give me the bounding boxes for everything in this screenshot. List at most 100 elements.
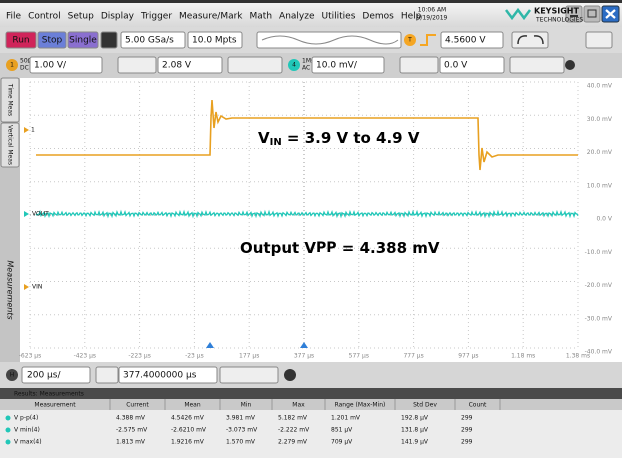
results-cell: -3.073 mV xyxy=(226,427,258,434)
channel-nav-buttons[interactable] xyxy=(509,56,565,74)
vout-trace xyxy=(35,209,579,219)
y-axis-label: 0.0 V xyxy=(596,216,612,223)
menu-item[interactable]: Analyze xyxy=(279,12,315,22)
y-axis-label: -20.0 mV xyxy=(585,282,613,289)
memory-field[interactable] xyxy=(187,31,243,49)
trace-marker-label: 1 xyxy=(31,127,35,134)
y-axis-label: -30.0 mV xyxy=(585,315,613,322)
trigger-badge-label: T xyxy=(407,37,412,44)
clock-date: 9/19/2019 xyxy=(417,15,448,22)
x-axis-label: 1.18 ms xyxy=(511,353,535,360)
results-cell: 1.813 mV xyxy=(116,439,146,446)
y-axis-label: 30.0 mV xyxy=(587,116,613,123)
sample-rate: 5.00 GSa/s xyxy=(125,36,174,46)
timebase-wave-buttons[interactable] xyxy=(95,366,119,384)
menu-item[interactable]: Setup xyxy=(68,12,94,22)
results-cell: 1.570 mV xyxy=(226,439,256,446)
undo-icon xyxy=(517,35,544,45)
timebase-bar xyxy=(0,362,622,388)
side-tab[interactable] xyxy=(0,77,20,123)
sample-rate-field[interactable] xyxy=(120,31,186,49)
menu-item[interactable]: Control xyxy=(28,12,61,22)
results-column-header: Range (Max-Min) xyxy=(335,402,386,409)
trigger-edge-icon xyxy=(420,34,436,46)
trigger-level-field[interactable] xyxy=(440,31,504,49)
vin-trace xyxy=(36,99,578,171)
results-cell: -2.575 mV xyxy=(116,427,148,434)
annotation-main: Output V xyxy=(240,239,316,257)
channel-waveform-buttons[interactable] xyxy=(399,56,439,74)
trigger-badge xyxy=(404,34,416,46)
timebase-badge-label: H xyxy=(10,372,15,379)
timebase-scale-field[interactable] xyxy=(21,366,91,384)
y-axis-label: 20.0 mV xyxy=(587,149,613,156)
channel-offset: 2.08 V xyxy=(162,61,192,71)
channel-nav-buttons[interactable] xyxy=(227,56,283,74)
annotation: VIN = 3.9 V to 4.9 V xyxy=(258,129,420,149)
menu-item[interactable]: Math xyxy=(250,12,273,22)
menu-item[interactable]: File xyxy=(6,12,22,22)
channel-impedance: 50Ω xyxy=(20,58,33,65)
results-body xyxy=(0,410,622,458)
channel-impedance: 1MΩ xyxy=(302,58,316,65)
annotation-rest: = 4.388 mV xyxy=(337,239,440,257)
results-cell: 709 µV xyxy=(331,439,353,446)
brand-sub: TECHNOLOGIES xyxy=(535,17,583,24)
annotation-subscript: IN xyxy=(270,137,282,148)
results-column-header: Max xyxy=(292,402,305,409)
results-column-header: Measurement xyxy=(34,402,76,409)
autoscale-button[interactable] xyxy=(100,31,118,49)
channel-offset-field[interactable] xyxy=(157,56,223,74)
results-cell: V min(4) xyxy=(14,427,40,434)
results-cell: 299 xyxy=(461,415,473,422)
channel-scale-field[interactable] xyxy=(29,56,103,74)
center-marker xyxy=(300,342,308,348)
results-column-header: Current xyxy=(126,402,149,409)
trigger-position-marker xyxy=(206,342,214,348)
single-button[interactable] xyxy=(67,31,99,49)
x-axis-label: 177 µs xyxy=(239,353,259,360)
menu-item[interactable]: Demos xyxy=(362,12,394,22)
results-cell: 1.9216 mV xyxy=(171,439,205,446)
zoom-button[interactable] xyxy=(284,369,296,381)
channel-waveform-buttons[interactable] xyxy=(117,56,157,74)
overview-trace xyxy=(261,35,399,45)
results-cell: V max(4) xyxy=(14,439,42,446)
channel-scale: 10.0 mV/ xyxy=(316,61,358,71)
timebase-position-field[interactable] xyxy=(118,366,218,384)
stop-button[interactable] xyxy=(37,31,67,49)
results-cell: 141.9 µV xyxy=(401,439,429,446)
results-cell: 299 xyxy=(461,439,473,446)
run-button[interactable] xyxy=(5,31,37,49)
channel-offset-field[interactable] xyxy=(439,56,505,74)
maximize-button[interactable] xyxy=(583,5,601,23)
menu-item[interactable]: Help xyxy=(401,12,422,22)
results-cell: 4.388 mV xyxy=(116,415,146,422)
y-axis-label: 10.0 mV xyxy=(587,182,613,189)
timebase-nav-buttons[interactable] xyxy=(219,366,279,384)
row-indicator xyxy=(5,427,11,433)
x-axis-label: -423 µs xyxy=(74,353,96,360)
trace-marker-label: VIN xyxy=(32,284,42,291)
trace-marker-arrow xyxy=(24,211,29,217)
trace-marker-arrow xyxy=(24,284,29,290)
waveform-overview[interactable] xyxy=(256,31,402,49)
channel-coupling: AC xyxy=(302,65,310,72)
results-cell: 299 xyxy=(461,427,473,434)
side-tab[interactable] xyxy=(0,122,20,168)
channel-scale: 1.00 V/ xyxy=(34,61,67,71)
menu-item[interactable]: Utilities xyxy=(322,12,356,22)
add-channel-button[interactable] xyxy=(565,60,575,70)
x-axis-label: -623 µs xyxy=(19,353,41,360)
timebase-badge xyxy=(6,369,18,381)
channel-badge xyxy=(288,59,300,71)
results-cell: 192.8 µV xyxy=(401,415,429,422)
menu-item[interactable]: Measure/Mark xyxy=(179,12,243,22)
annotation-rest: = 3.9 V to 4.9 V xyxy=(282,129,420,147)
minimize-button[interactable] xyxy=(565,5,583,23)
x-axis-label: 1.38 ms xyxy=(566,353,590,360)
channel-scale-field[interactable] xyxy=(311,56,385,74)
touch-button[interactable] xyxy=(585,31,613,49)
menu-item[interactable]: Display xyxy=(101,12,135,22)
menu-item[interactable]: Trigger xyxy=(140,12,172,22)
